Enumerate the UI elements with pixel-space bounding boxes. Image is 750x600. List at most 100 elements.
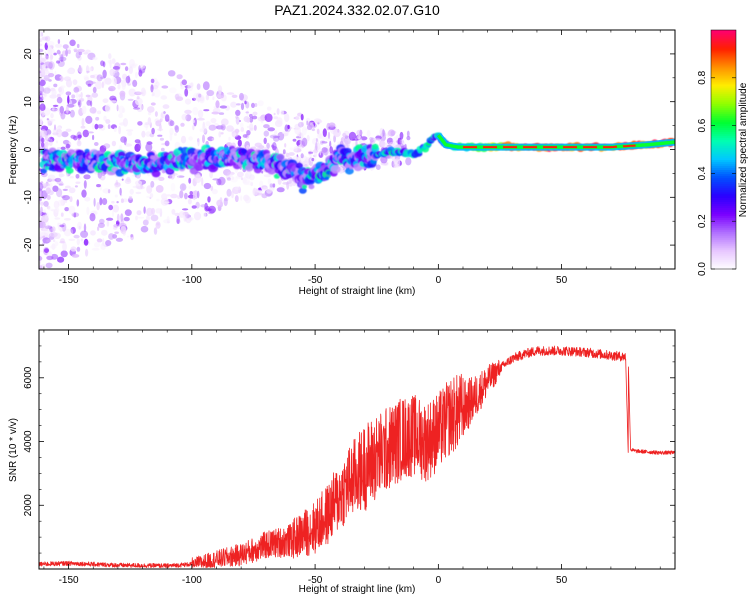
spectrogram-noise-blob [77, 48, 85, 53]
spectrogram-noise-blob [44, 35, 51, 42]
spectrogram-noise-blob [103, 77, 106, 86]
spectrogram-noise-blob [231, 176, 234, 180]
spectrogram-noise-blob [226, 142, 233, 147]
spectrogram-noise-blob [254, 103, 258, 107]
spectrogram-noise-blob [177, 174, 180, 179]
colorbar-band [711, 73, 736, 77]
spectrogram-noise-blob [82, 129, 90, 138]
spectrogram-noise [39, 31, 412, 269]
spectrogram-noise-blob [40, 214, 49, 223]
spectrogram-noise-blob [308, 151, 314, 154]
spectrogram-noise-blob [47, 133, 51, 141]
spectrogram-noise-blob [150, 84, 154, 93]
spectrogram-noise-blob [107, 189, 111, 194]
spectrogram-noise-blob [146, 195, 152, 198]
spectrogram-signal-blob [66, 167, 74, 174]
spectrogram-noise-blob [116, 104, 119, 112]
spectrogram-noise-blob [301, 121, 304, 127]
colorbar-band [711, 71, 736, 75]
colorbar-band [711, 81, 736, 85]
colorbar-band [711, 51, 736, 55]
spectrogram-noise-blob [68, 187, 76, 194]
spectrogram-noise-blob [83, 180, 87, 189]
spectrogram-noise-blob [227, 171, 235, 176]
spectrogram-noise-blob [166, 194, 171, 197]
spectrogram-noise-blob [71, 254, 80, 258]
spectrogram-noise-blob [50, 107, 58, 112]
spectrogram-noise-blob [406, 130, 410, 137]
spectrogram-noise-blob [61, 131, 69, 138]
spectrogram-noise-blob [44, 212, 49, 220]
spectrogram-noise-blob [237, 171, 244, 178]
colorbar-band [711, 35, 736, 39]
spectrogram-noise-blob [306, 134, 310, 142]
spectrogram-x-axis-label: Height of straight line (km) [299, 286, 416, 297]
spectrogram-noise-blob [48, 138, 53, 147]
colorbar-band [711, 65, 736, 69]
spectrogram-noise-blob [124, 209, 132, 217]
spectrogram-noise-blob [192, 191, 197, 196]
spectrogram-noise-blob [56, 49, 61, 55]
spectrogram-noise-blob [83, 52, 89, 55]
spectrogram-noise-blob [39, 43, 43, 47]
spectrogram-noise-blob [39, 94, 43, 98]
snr-x-axis-label: Height of straight line (km) [299, 584, 416, 595]
spectrogram-noise-blob [143, 123, 149, 128]
spectrogram-noise-blob [49, 178, 57, 182]
spectrogram-noise-blob [220, 118, 229, 126]
spectrogram-noise-blob [249, 174, 255, 181]
spectrogram-noise-blob [113, 127, 117, 132]
colorbar-band [711, 237, 736, 240]
spectrogram-noise-blob [211, 111, 220, 115]
colorbar-ticks: 0.0 0.2 0.4 0.6 0.8 [697, 70, 736, 276]
spectrogram-noise-blob [118, 105, 125, 114]
spectrogram-noise-blob [67, 95, 70, 105]
spectrogram-noise-blob [72, 79, 78, 85]
colorbar-band [711, 67, 736, 71]
spectrogram-noise-blob [56, 147, 62, 150]
spectrogram-noise-blob [328, 122, 336, 128]
spectrogram-noise-blob [108, 85, 116, 92]
colorbar-band [711, 181, 736, 184]
spectrogram-noise-blob [230, 142, 235, 146]
spectrogram-noise-blob [52, 185, 59, 192]
spectrogram-noise-blob [306, 124, 313, 130]
spectrogram-signal-blob [206, 144, 210, 148]
spectrogram-noise-blob [162, 104, 170, 109]
spectrogram-noise-blob [196, 83, 201, 90]
spectrogram-noise-blob [160, 95, 168, 100]
spectrogram-noise-blob [155, 120, 162, 127]
y-tick-label: -20 [23, 237, 34, 252]
spectrogram-signal-blob [324, 176, 330, 181]
colorbar-band [711, 179, 736, 182]
spectrogram-noise-blob [85, 248, 89, 257]
spectrogram-noise-blob [164, 140, 170, 147]
spectrogram-noise-blob [294, 127, 302, 135]
colorbar-band [711, 135, 736, 139]
spectrogram-noise-blob [53, 52, 57, 56]
spectrogram-noise-blob [65, 128, 72, 132]
spectrogram-noise-blob [273, 116, 279, 120]
spectrogram-noise-blob [83, 238, 89, 246]
spectrogram-noise-blob [89, 213, 96, 222]
spectrogram-noise-blob [161, 201, 170, 204]
spectrogram-noise-blob [52, 239, 56, 243]
spectrogram-noise-blob [226, 92, 235, 95]
colorbar-band [711, 257, 736, 260]
spectrogram-noise-blob [104, 77, 112, 85]
spectrogram-noise-blob [44, 225, 53, 229]
spectrogram-noise-blob [164, 114, 170, 122]
spectrogram-noise-blob [301, 160, 310, 169]
colorbar-band [711, 183, 736, 186]
spectrogram-noise-blob [250, 182, 253, 187]
spectrogram-noise-blob [375, 164, 381, 170]
spectrogram-noise-blob [313, 118, 322, 124]
spectrogram-noise-blob [111, 209, 115, 218]
spectrogram-noise-blob [51, 243, 56, 251]
spectrogram-noise-blob [58, 86, 63, 93]
spectrogram-noise-blob [170, 193, 178, 199]
spectrogram-noise-blob [152, 177, 160, 181]
spectrogram-noise-blob [288, 155, 291, 159]
colorbar-band [711, 259, 736, 262]
spectrogram-noise-blob [321, 140, 325, 143]
